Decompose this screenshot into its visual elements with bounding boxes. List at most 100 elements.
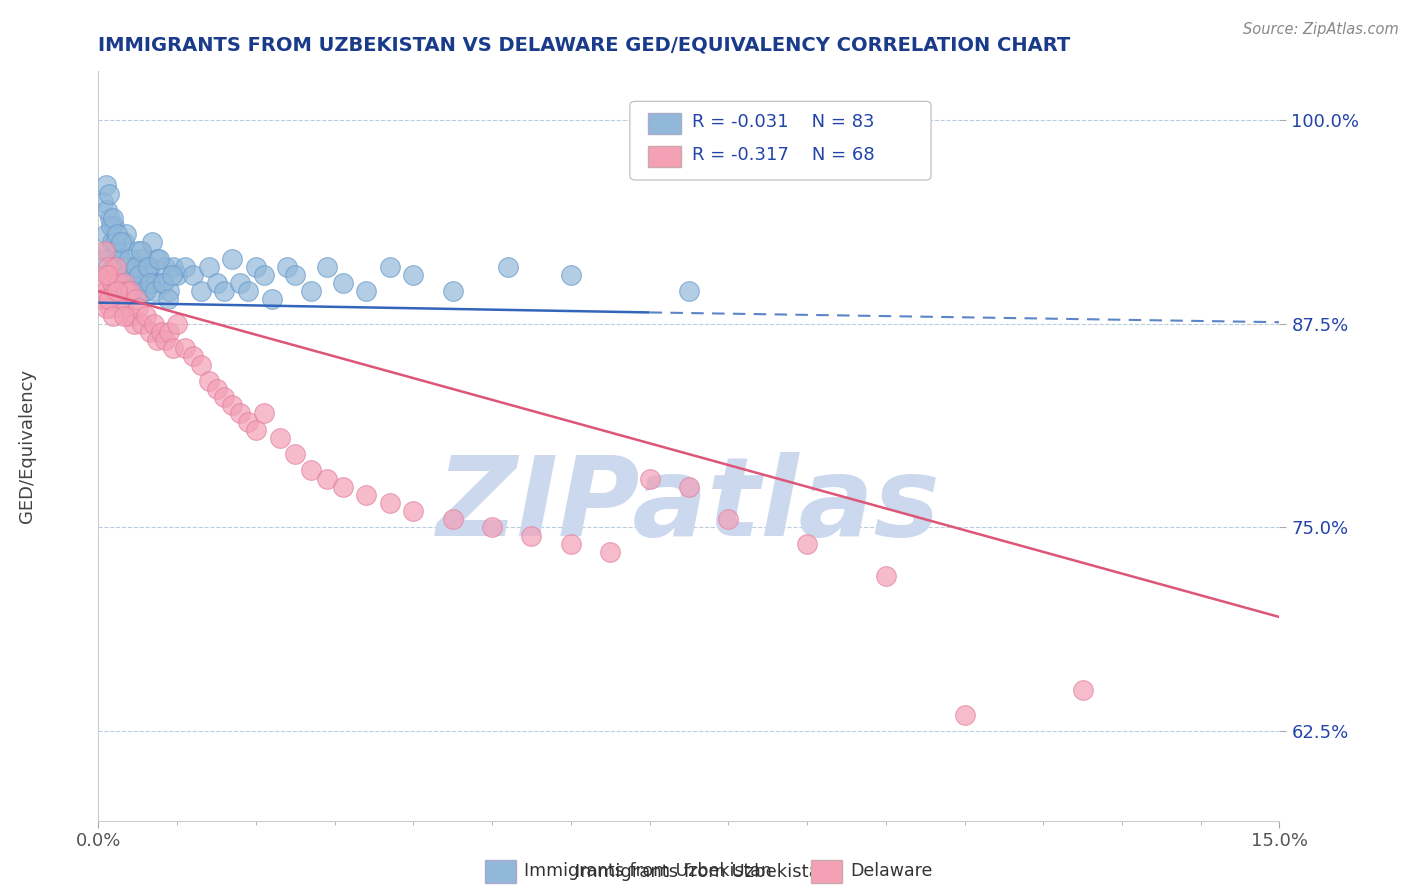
- Point: [953, 707, 976, 722]
- Point: [276, 260, 298, 274]
- Point: [115, 227, 138, 242]
- Point: [638, 472, 661, 486]
- Point: [315, 260, 337, 274]
- Point: [441, 285, 464, 299]
- Y-axis label: GED/Equivalency: GED/Equivalency: [18, 369, 37, 523]
- Point: [112, 309, 135, 323]
- Point: [129, 244, 152, 258]
- Text: Delaware: Delaware: [851, 863, 934, 880]
- Point: [117, 309, 139, 323]
- Point: [190, 285, 212, 299]
- Point: [91, 276, 114, 290]
- Point: [98, 211, 121, 225]
- Point: [135, 285, 157, 299]
- Point: [148, 252, 170, 266]
- Point: [122, 260, 145, 274]
- Point: [125, 260, 148, 274]
- Point: [181, 268, 204, 282]
- Text: Source: ZipAtlas.com: Source: ZipAtlas.com: [1243, 22, 1399, 37]
- Point: [156, 293, 179, 307]
- Point: [96, 202, 118, 217]
- Point: [160, 268, 183, 282]
- Point: [162, 341, 184, 355]
- Point: [315, 472, 337, 486]
- Point: [97, 268, 120, 282]
- Point: [128, 276, 150, 290]
- Point: [104, 260, 127, 274]
- Point: [157, 285, 180, 299]
- Point: [94, 178, 117, 193]
- Point: [135, 309, 157, 323]
- Point: [162, 260, 184, 274]
- Point: [138, 260, 160, 274]
- Point: [354, 488, 377, 502]
- Point: [139, 276, 162, 290]
- Point: [94, 301, 117, 315]
- Point: [136, 260, 159, 274]
- Point: [284, 268, 307, 282]
- Text: R = -0.031    N = 83: R = -0.031 N = 83: [693, 112, 875, 130]
- Point: [142, 276, 165, 290]
- Point: [143, 285, 166, 299]
- Point: [117, 260, 139, 274]
- Point: [120, 276, 142, 290]
- Point: [118, 285, 141, 299]
- Point: [402, 268, 425, 282]
- Point: [91, 194, 114, 209]
- Point: [138, 325, 160, 339]
- Point: [142, 317, 165, 331]
- Point: [245, 260, 267, 274]
- FancyBboxPatch shape: [648, 112, 681, 134]
- Point: [354, 285, 377, 299]
- Point: [110, 252, 132, 266]
- Text: ZIPatlas: ZIPatlas: [437, 452, 941, 559]
- Point: [299, 463, 322, 477]
- Point: [150, 276, 173, 290]
- Point: [104, 235, 127, 250]
- Point: [1071, 683, 1094, 698]
- Point: [115, 285, 138, 299]
- Point: [131, 252, 153, 266]
- Point: [402, 504, 425, 518]
- Point: [150, 325, 173, 339]
- Point: [91, 293, 114, 307]
- Point: [98, 186, 121, 201]
- Point: [108, 252, 131, 266]
- Point: [236, 285, 259, 299]
- Point: [560, 537, 582, 551]
- Text: R = -0.317    N = 68: R = -0.317 N = 68: [693, 145, 875, 163]
- Point: [93, 244, 115, 258]
- Point: [111, 301, 134, 315]
- Point: [678, 480, 700, 494]
- Point: [174, 341, 197, 355]
- Point: [112, 260, 135, 274]
- Point: [205, 382, 228, 396]
- Point: [378, 260, 401, 274]
- Text: Immigrants from Uzbekistan: Immigrants from Uzbekistan: [575, 863, 831, 881]
- Point: [110, 293, 132, 307]
- Point: [121, 309, 143, 323]
- Point: [127, 301, 149, 315]
- Point: [118, 268, 141, 282]
- Point: [103, 285, 125, 299]
- Point: [104, 276, 127, 290]
- Point: [332, 276, 354, 290]
- Point: [197, 260, 219, 274]
- Point: [166, 317, 188, 331]
- Point: [875, 569, 897, 583]
- Point: [136, 268, 159, 282]
- Point: [157, 325, 180, 339]
- Point: [146, 333, 169, 347]
- Point: [229, 276, 252, 290]
- Point: [118, 252, 141, 266]
- Point: [155, 333, 177, 347]
- Point: [112, 235, 135, 250]
- Point: [245, 423, 267, 437]
- Point: [299, 285, 322, 299]
- Point: [520, 528, 543, 542]
- Point: [122, 285, 145, 299]
- Point: [560, 268, 582, 282]
- Point: [717, 512, 740, 526]
- Point: [105, 285, 128, 299]
- Point: [98, 293, 121, 307]
